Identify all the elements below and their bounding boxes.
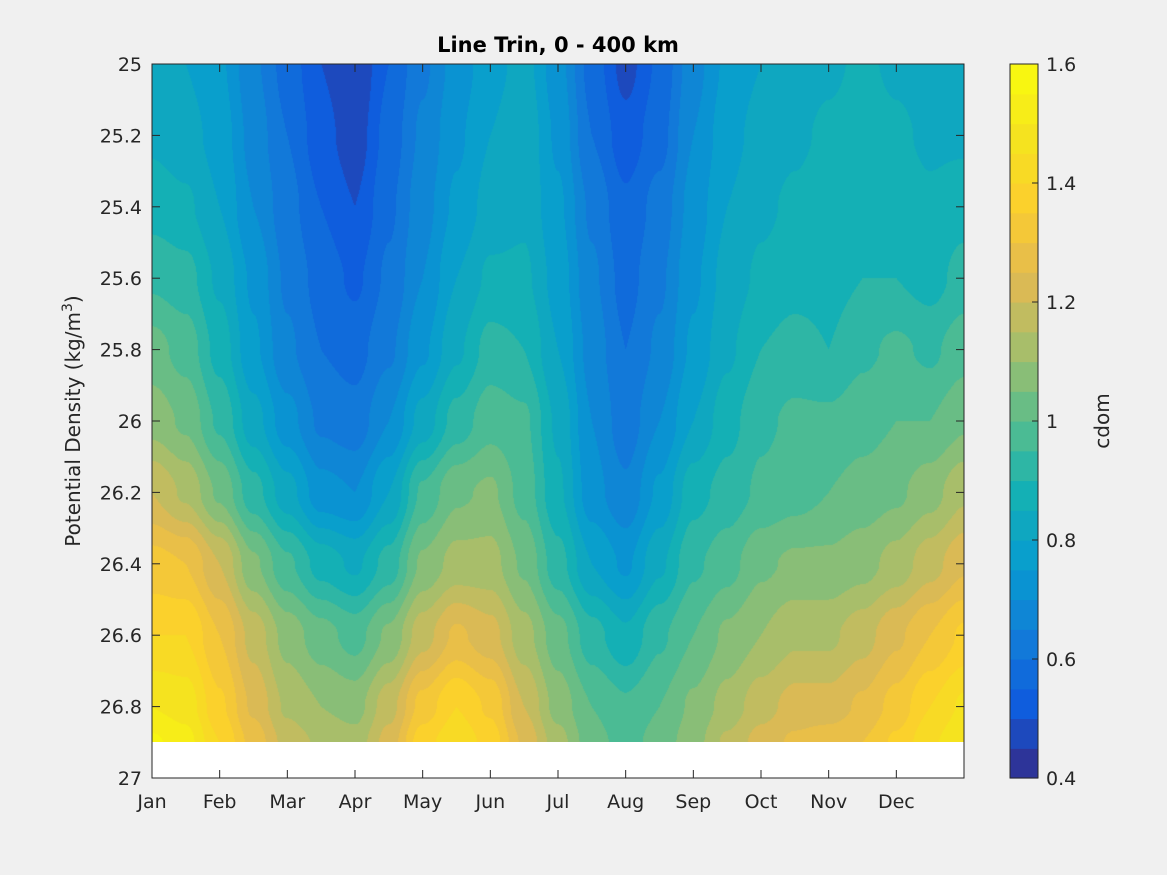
y-tick-label: 25.2: [100, 125, 142, 147]
y-tick-label: 25: [118, 54, 142, 76]
colorbar-band: [1010, 391, 1038, 422]
colorbar-ticks: 0.4 0.6 0.8 1 1.2 1.4 1.6: [1032, 54, 1076, 790]
colorbar-band: [1010, 599, 1038, 630]
colorbar-band: [1010, 540, 1038, 571]
colorbar-tick-label: 0.8: [1046, 530, 1076, 552]
colorbar-band: [1010, 212, 1038, 244]
y-tick-label: 27: [118, 768, 142, 790]
colorbar-label: cdom: [1090, 393, 1114, 448]
colorbar-band: [1010, 272, 1038, 303]
colorbar-band: [1010, 688, 1038, 720]
colorbar-tick-label: 1.2: [1046, 292, 1076, 314]
x-tick-label: Jul: [546, 791, 570, 813]
colorbar-band: [1010, 302, 1038, 333]
y-axis-label: Potential Density (kg/m3): [60, 295, 85, 546]
colorbar-tick-label: 1.4: [1046, 173, 1076, 195]
y-tick-label: 25.6: [100, 268, 142, 290]
x-tick-label: Apr: [339, 791, 372, 813]
chart-title: Line Trin, 0 - 400 km: [437, 33, 679, 57]
x-axis: Jan Feb Mar Apr May Jun Jul Aug Sep Oct Nov Dec: [136, 64, 915, 813]
y-tick-label: 25.4: [100, 197, 142, 219]
colorbar-band: [1010, 93, 1038, 125]
colorbar-band: [1010, 123, 1038, 154]
colorbar-band: [1010, 659, 1038, 690]
y-axis-label-main: Potential Density (kg/m: [61, 312, 85, 547]
contour-field: [152, 64, 964, 742]
y-tick-label: 26.4: [100, 554, 142, 576]
colorbar-band: [1010, 153, 1038, 184]
colorbar-band: [1010, 183, 1038, 214]
colorbar-tick-label: 1: [1046, 411, 1058, 433]
plot-area: Jan Feb Mar Apr May Jun Jul Aug Sep Oct Nov Dec 252…: [100, 54, 965, 813]
x-tick-label: Jan: [136, 791, 166, 813]
x-tick-label: Feb: [203, 791, 237, 813]
y-axis-label-sup: 3: [60, 303, 76, 312]
colorbar-band: [1010, 718, 1038, 749]
x-tick-label: Aug: [607, 791, 644, 813]
colorbar: 0.4 0.6 0.8 1 1.2 1.4 1.6 cdom: [1009, 54, 1114, 790]
y-tick-label: 26: [118, 411, 142, 433]
y-tick-label: 26.8: [100, 697, 142, 719]
colorbar-band: [1010, 450, 1038, 482]
colorbar-band: [1010, 629, 1038, 660]
x-tick-label: Mar: [269, 791, 305, 813]
colorbar-band: [1010, 361, 1038, 392]
colorbar-tick-label: 0.4: [1046, 768, 1076, 790]
colorbar-tick-label: 1.6: [1046, 54, 1076, 76]
colorbar-band: [1010, 331, 1038, 363]
colorbar-band: [1010, 510, 1038, 541]
colorbar-band: [1010, 242, 1038, 273]
x-tick-label: Nov: [810, 791, 847, 813]
y-axis-label-close: ): [61, 295, 85, 303]
y-tick-label: 26.2: [100, 482, 142, 504]
x-tick-label: Oct: [745, 791, 778, 813]
y-tick-label: 25.8: [100, 340, 142, 362]
colorbar-band: [1010, 64, 1038, 95]
colorbar-tick-label: 0.6: [1046, 649, 1076, 671]
x-tick-label: May: [403, 791, 442, 813]
colorbar-band: [1010, 569, 1038, 601]
colorbar-bands: [1010, 64, 1038, 779]
contour-field-container: [152, 64, 964, 742]
colorbar-band: [1010, 480, 1038, 511]
colorbar-band: [1010, 748, 1038, 779]
x-tick-label: Jun: [474, 791, 505, 813]
y-axis: 25 25.2 25.4 25.6 25.8 26 26.2 26.4 26.6 26.8 27: [100, 54, 964, 790]
y-tick-label: 26.6: [100, 625, 142, 647]
colorbar-band: [1010, 421, 1038, 452]
x-tick-label: Sep: [675, 791, 711, 813]
x-tick-label: Dec: [878, 791, 915, 813]
